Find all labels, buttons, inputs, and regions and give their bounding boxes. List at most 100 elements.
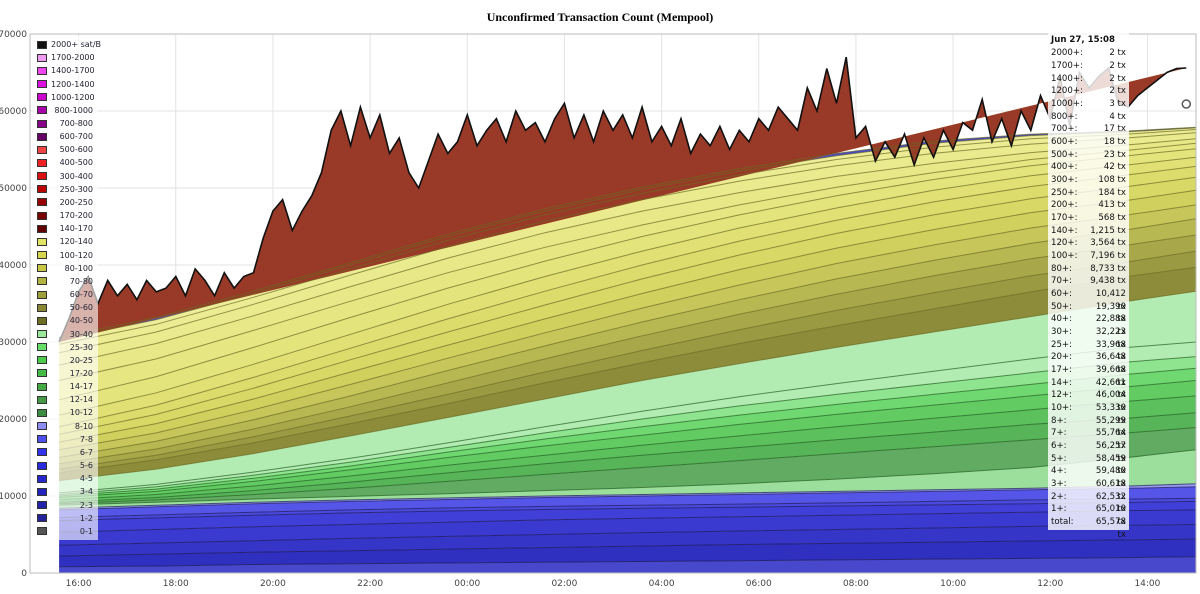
legend-label: 140-170	[59, 224, 93, 234]
legend-label: 3-4	[79, 487, 93, 497]
legend-item[interactable]: 17-20	[33, 367, 98, 380]
legend-item[interactable]: 1-2	[33, 512, 98, 525]
legend-item[interactable]: 60-70	[33, 288, 98, 301]
legend-item[interactable]: 140-170	[33, 222, 98, 235]
tooltip-row: 7+: 55,764 tx	[1051, 427, 1126, 451]
tooltip-label: 1+:	[1051, 504, 1067, 515]
x-tick-label-10: 12:00	[1037, 579, 1063, 589]
legend-item[interactable]: 20-25	[33, 354, 98, 367]
legend-item[interactable]: 2000+ sat/B	[33, 38, 101, 51]
legend-item[interactable]: 50-60	[33, 301, 98, 314]
legend-item[interactable]: 1400-1700	[33, 64, 98, 77]
tooltip-value: 58,459 tx	[1095, 453, 1126, 477]
tooltip-value: 1,215 tx	[1090, 225, 1126, 236]
legend-item[interactable]: 7-8	[33, 433, 98, 446]
tooltip-row: 70+: 9,438 tx	[1051, 275, 1126, 288]
tooltip-value: 18 tx	[1103, 136, 1126, 147]
legend-swatch	[37, 132, 47, 141]
tooltip-value: 108 tx	[1098, 174, 1126, 185]
legend-label: 8-10	[74, 421, 93, 431]
legend-item[interactable]: 4-5	[33, 472, 98, 485]
tooltip-label: 1400+:	[1051, 73, 1083, 84]
legend-item[interactable]: 40-50	[33, 314, 98, 327]
legend-item[interactable]: 0-1	[33, 525, 98, 538]
legend-item[interactable]: 8-10	[33, 420, 98, 433]
legend-item[interactable]: 80-100	[33, 262, 98, 275]
legend-item[interactable]: 800-1000	[33, 104, 98, 117]
tooltip-value: 53,330 tx	[1095, 403, 1126, 426]
legend-label: 400-500	[59, 158, 93, 168]
legend-swatch	[37, 448, 47, 457]
tooltip-value: 55,299 tx	[1095, 415, 1126, 439]
legend-item[interactable]: 1000-1200	[33, 91, 98, 104]
legend-item[interactable]: 5-6	[33, 459, 98, 472]
legend-swatch	[37, 290, 47, 299]
hover-marker	[1181, 99, 1192, 109]
legend-item[interactable]: 1200-1400	[33, 77, 98, 90]
band-boundary-line-23	[58, 176, 1197, 435]
legend-item[interactable]: 2-3	[33, 498, 98, 511]
legend-item[interactable]: 70-80	[33, 275, 98, 288]
tooltip-row: 17+: 39,668 tx	[1051, 364, 1126, 388]
tooltip-value: 2 tx	[1109, 73, 1126, 84]
legend-item[interactable]: 25-30	[33, 341, 98, 354]
legend-label: 60-70	[69, 290, 93, 300]
legend-item[interactable]: 30-40	[33, 327, 98, 340]
legend-item[interactable]: 100-120	[33, 249, 98, 262]
legend-item[interactable]: 200-250	[33, 196, 98, 209]
band-boundary-line-19	[59, 234, 1197, 465]
legend-item[interactable]: 250-300	[33, 183, 98, 196]
legend-swatch	[37, 40, 47, 49]
tooltip-label: 7+:	[1051, 428, 1067, 439]
legend-label: 6-7	[79, 447, 93, 457]
band-boundary-line-9	[59, 427, 1197, 505]
legend-item[interactable]: 6-7	[33, 446, 98, 459]
tooltip-label: 6+:	[1051, 441, 1067, 452]
legend-swatch	[37, 158, 47, 167]
legend-item[interactable]: 12-14	[33, 393, 98, 406]
legend-label: 17-20	[69, 368, 93, 378]
legend-swatch	[37, 343, 47, 352]
legend-item[interactable]: 170-200	[33, 209, 98, 222]
tooltip-row: 1+: 65,010 tx	[1051, 503, 1126, 527]
tooltip-value: 184 tx	[1098, 187, 1126, 198]
fee-band-21	[59, 204, 1197, 458]
tooltip-label: 70+:	[1051, 276, 1073, 287]
legend-item[interactable]: 10-12	[33, 406, 98, 419]
tooltip-value: 33,968 tx	[1095, 339, 1126, 363]
legend-item[interactable]: 300-400	[33, 170, 98, 183]
band-boundary-line-13	[59, 367, 1197, 497]
legend-swatch	[37, 382, 47, 391]
band-boundary-line-26	[58, 148, 1197, 401]
tooltip-value: 19,390 tx	[1095, 301, 1126, 325]
tooltip-value: 10,412 tx	[1095, 288, 1126, 312]
fee-band-17	[59, 267, 1197, 481]
legend-swatch	[37, 487, 47, 496]
legend-item[interactable]: 700-800	[33, 117, 98, 130]
tooltip-label: 600+:	[1051, 136, 1078, 147]
legend-swatch	[37, 172, 47, 181]
tooltip-value: 17 tx	[1103, 124, 1126, 135]
hover-tooltip: Jun 27, 15:08 2000+: 2 tx 1700+: 2 tx 1400+:…	[1048, 33, 1129, 540]
legend-item[interactable]: 600-700	[33, 130, 98, 143]
legend-label: 300-400	[59, 171, 93, 181]
tooltip-value: 8,733 tx	[1090, 263, 1126, 274]
legend-item[interactable]: 500-600	[33, 143, 98, 156]
tooltip-row: 1200+: 2 tx	[1051, 85, 1126, 98]
legend-item[interactable]: 120-140	[33, 235, 98, 248]
legend-item[interactable]: 3-4	[33, 485, 98, 498]
tooltip-value: 59,480 tx	[1095, 466, 1126, 490]
band-boundary-line-10	[59, 412, 1197, 503]
high-fee-sliver	[59, 57, 1187, 342]
legend-item[interactable]: 14-17	[33, 380, 98, 393]
legend-label: 12-14	[69, 395, 93, 405]
tooltip-value: 65,578 tx	[1095, 517, 1126, 540]
legend-item[interactable]: 400-500	[33, 156, 98, 169]
x-tick-label-7: 06:00	[746, 579, 772, 589]
band-boundary-line-2	[59, 524, 1197, 546]
tooltip-label: 200+:	[1051, 200, 1078, 211]
legend-item[interactable]: 1700-2000	[33, 51, 98, 64]
tooltip-label: 10+:	[1051, 403, 1073, 413]
tooltip-row: 3+: 60,618 tx	[1051, 478, 1126, 502]
